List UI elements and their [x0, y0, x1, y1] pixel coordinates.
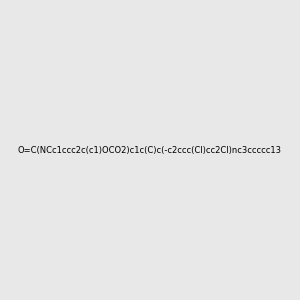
Text: O=C(NCc1ccc2c(c1)OCO2)c1c(C)c(-c2ccc(Cl)cc2Cl)nc3ccccc13: O=C(NCc1ccc2c(c1)OCO2)c1c(C)c(-c2ccc(Cl)… [18, 146, 282, 154]
